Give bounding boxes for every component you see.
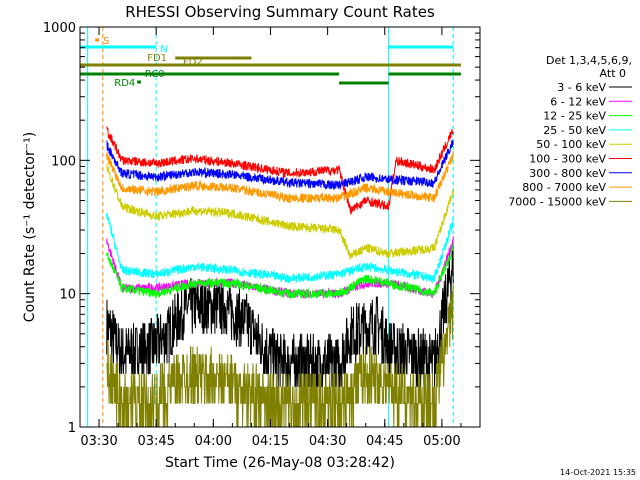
- legend-entry-label: 7000 - 15000 keV: [508, 195, 606, 208]
- flag-bar-label: RD4: [114, 78, 135, 89]
- chart-title: RHESSI Observing Summary Count Rates: [125, 3, 435, 21]
- y-axis-label: Count Rate (s⁻¹ detector⁻¹): [22, 132, 38, 322]
- x-tick-label: 04:15: [252, 434, 289, 449]
- legend-entry-label: 3 - 6 keV: [557, 81, 606, 94]
- series-group: [106, 126, 454, 428]
- x-tick-label: 03:30: [80, 434, 117, 449]
- flag-bar-label: RC0: [145, 69, 165, 80]
- flag-bar-label: N: [160, 44, 167, 55]
- series-line: [106, 126, 454, 215]
- x-tick-label: 04:00: [195, 434, 232, 449]
- legend-entry-label: 12 - 25 keV: [543, 110, 606, 123]
- legend-entry-label: 50 - 100 keV: [536, 138, 606, 151]
- legend-entry-label: 300 - 800 keV: [529, 167, 606, 180]
- series-line: [106, 139, 454, 190]
- series-line: [106, 150, 454, 204]
- plot-frame: [79, 26, 481, 428]
- y-tick-label: 100: [51, 154, 76, 169]
- legend-entry-label: 800 - 7000 keV: [522, 181, 606, 194]
- y-tick-label: 10: [59, 288, 76, 303]
- flag-bar-label: FD1: [147, 53, 167, 64]
- x-tick-label: 03:45: [137, 434, 174, 449]
- footer-timestamp: 14-Oct-2021 15:35: [560, 468, 636, 477]
- y-axis-ticks: 1 10 100 1000: [43, 21, 480, 436]
- x-axis-label: Start Time (26-May-08 03:28:42): [165, 455, 395, 471]
- flag-bar-label: FD2: [183, 57, 203, 68]
- legend-entry-label: 100 - 300 keV: [529, 153, 606, 166]
- y-tick-label: 1: [68, 421, 76, 436]
- series-line: [106, 163, 454, 260]
- legend-header-2: Att 0: [600, 67, 626, 80]
- y-tick-label: 1000: [43, 21, 76, 36]
- series-line: [106, 243, 454, 300]
- x-tick-label: 05:00: [423, 434, 460, 449]
- x-tick-label: 04:45: [366, 434, 403, 449]
- series-line: [106, 212, 454, 284]
- series-line: [106, 283, 454, 428]
- series-line: [106, 239, 454, 388]
- x-axis-ticks: 03:30 03:45 04:00 04:15 04:30 04:45 05:00: [79, 27, 481, 449]
- x-tick-label: 04:30: [309, 434, 346, 449]
- legend-entry-label: 6 - 12 keV: [550, 95, 606, 108]
- flag-bar-label: S: [103, 36, 109, 47]
- legend-entry-label: 25 - 50 keV: [543, 124, 606, 137]
- legend-header-1: Det 1,3,4,5,6,9,: [546, 54, 632, 67]
